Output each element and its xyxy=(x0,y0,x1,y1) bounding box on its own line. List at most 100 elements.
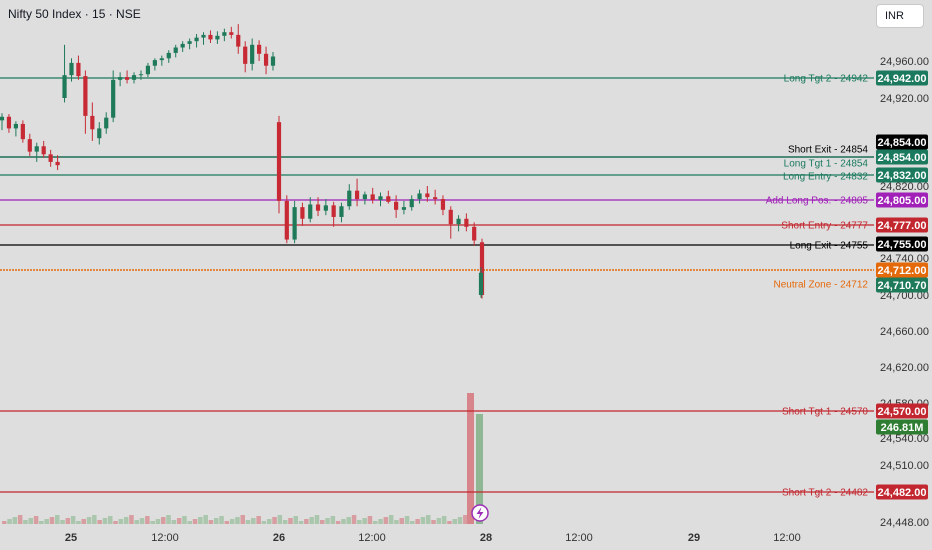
candle-body xyxy=(479,242,485,295)
currency-selector[interactable]: INR xyxy=(876,4,924,28)
candle[interactable] xyxy=(55,155,60,171)
volume-bar xyxy=(150,521,155,524)
volume-bar xyxy=(447,521,452,524)
price-badge-text: 24,854.00 xyxy=(878,137,927,149)
candle[interactable] xyxy=(292,200,297,244)
candle-body xyxy=(124,77,130,80)
candle[interactable] xyxy=(315,197,321,217)
candle[interactable] xyxy=(180,41,185,52)
volume-bar xyxy=(166,515,171,524)
candle[interactable] xyxy=(378,192,383,207)
volume-bar xyxy=(330,516,336,524)
candle[interactable] xyxy=(331,201,336,227)
candle[interactable] xyxy=(124,70,130,84)
volume-bar xyxy=(28,518,33,524)
candle[interactable] xyxy=(472,222,477,246)
candle[interactable] xyxy=(257,40,262,61)
candle[interactable] xyxy=(354,178,360,207)
candle[interactable] xyxy=(111,70,116,123)
candle[interactable] xyxy=(118,72,123,87)
candle[interactable] xyxy=(20,120,25,143)
price-tick-label: 24,920.00 xyxy=(880,93,929,105)
volume-bar xyxy=(139,518,145,524)
candle[interactable] xyxy=(41,140,46,158)
candle[interactable] xyxy=(13,121,18,137)
candle[interactable] xyxy=(215,31,220,44)
price-badge-text: 24,777.00 xyxy=(878,220,927,232)
candle[interactable] xyxy=(166,50,171,63)
candle-body xyxy=(152,60,157,66)
candle[interactable] xyxy=(90,102,95,141)
candle[interactable] xyxy=(362,191,367,205)
candle[interactable] xyxy=(187,38,192,50)
price-badge xyxy=(876,70,928,86)
candle[interactable] xyxy=(300,202,305,226)
candle[interactable] xyxy=(276,115,282,214)
volume-bar xyxy=(33,516,39,524)
candle-body xyxy=(208,34,213,40)
candle[interactable] xyxy=(370,187,375,204)
candle[interactable] xyxy=(194,34,199,48)
candle[interactable] xyxy=(456,215,461,232)
candle[interactable] xyxy=(308,197,313,223)
candle-body xyxy=(433,197,438,200)
candle[interactable] xyxy=(138,70,144,80)
candle[interactable] xyxy=(83,70,88,134)
candle[interactable] xyxy=(97,122,102,145)
candle[interactable] xyxy=(243,41,248,73)
volume-bar xyxy=(102,518,108,524)
candle[interactable] xyxy=(131,72,137,84)
candle[interactable] xyxy=(76,55,81,80)
candle[interactable] xyxy=(27,133,32,157)
candle[interactable] xyxy=(222,28,227,42)
candle[interactable] xyxy=(6,114,12,133)
candle[interactable] xyxy=(464,213,469,232)
candle[interactable] xyxy=(386,190,391,204)
candle[interactable] xyxy=(145,62,151,78)
candle[interactable] xyxy=(347,184,352,210)
candle[interactable] xyxy=(34,142,39,162)
candle[interactable] xyxy=(440,195,446,216)
candle[interactable] xyxy=(48,149,53,167)
level-label: Add Long Pos. - 24805 xyxy=(766,196,869,207)
lightning-icon[interactable] xyxy=(471,504,489,522)
price-badge xyxy=(876,167,928,183)
candle-body xyxy=(97,128,102,139)
volume-bar xyxy=(351,515,357,524)
candle[interactable] xyxy=(250,38,255,71)
candle[interactable] xyxy=(201,32,206,45)
candle[interactable] xyxy=(263,46,269,75)
candle[interactable] xyxy=(448,206,453,239)
price-tick-label: 24,740.00 xyxy=(880,253,929,265)
candle-body xyxy=(472,226,477,241)
candle[interactable] xyxy=(62,44,67,103)
candle[interactable] xyxy=(409,195,414,211)
candle[interactable] xyxy=(394,195,399,218)
candle[interactable] xyxy=(478,267,484,298)
candle[interactable] xyxy=(104,112,109,134)
candle[interactable] xyxy=(229,26,234,39)
candle[interactable] xyxy=(152,58,157,71)
candle[interactable] xyxy=(425,186,430,202)
candle[interactable] xyxy=(323,199,328,216)
candle[interactable] xyxy=(208,30,213,43)
candle[interactable] xyxy=(159,55,164,66)
price-badge-text: 24,832.00 xyxy=(878,170,927,182)
candle[interactable] xyxy=(236,24,241,54)
candle-body xyxy=(145,65,151,75)
candle[interactable] xyxy=(417,189,422,204)
candle[interactable] xyxy=(173,44,178,58)
volume-bar xyxy=(426,515,431,524)
candle[interactable] xyxy=(270,52,276,71)
candle[interactable] xyxy=(339,202,344,223)
candle[interactable] xyxy=(284,195,289,244)
candle[interactable] xyxy=(69,58,74,82)
candle[interactable] xyxy=(433,189,438,205)
candle[interactable] xyxy=(0,113,5,131)
candle[interactable] xyxy=(401,200,407,215)
candle-body xyxy=(118,77,123,80)
price-tick-label: 24,620.00 xyxy=(880,362,929,374)
volume-bar xyxy=(399,518,404,524)
